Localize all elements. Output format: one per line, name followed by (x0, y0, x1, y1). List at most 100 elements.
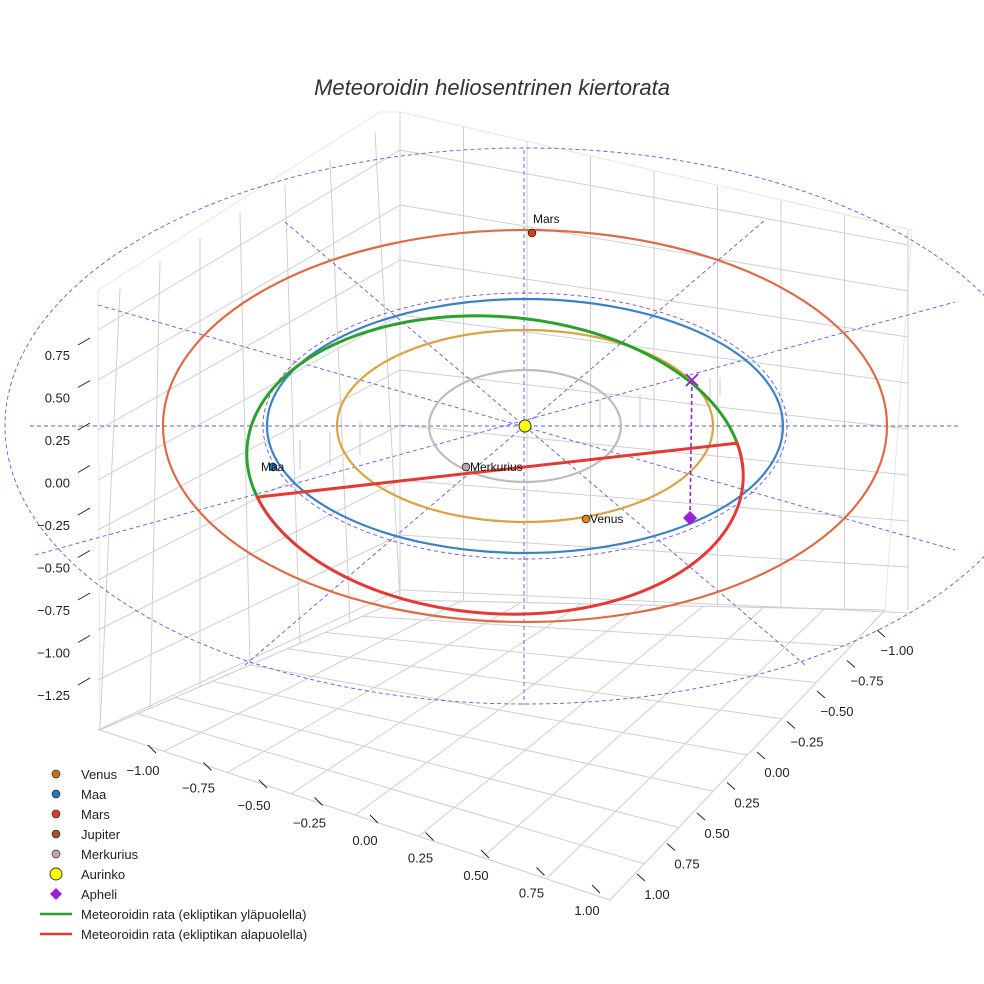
grid-line (329, 159, 351, 622)
body-label-merkurius: Merkurius (470, 460, 523, 474)
grid-line (284, 184, 301, 644)
orbit-stems (299, 378, 721, 470)
grid-line (287, 648, 782, 720)
body-merkurius (461, 462, 471, 472)
grid-line (99, 287, 121, 731)
y-tick-label: −0.75 (851, 674, 884, 689)
y-tick-mark (636, 873, 646, 882)
aphelion-projection-marker (685, 373, 699, 387)
grid-line (97, 149, 401, 331)
grid-line (97, 589, 401, 731)
body-label-venus: Venus (590, 512, 623, 526)
y-tick-label: 0.50 (704, 826, 729, 841)
x-tick-mark (258, 779, 268, 789)
legend-label: Mars (81, 807, 110, 822)
meteoroid-orbit (245, 314, 745, 616)
grid-line (324, 632, 817, 683)
z-tick-label: 0.75 (45, 348, 70, 363)
x-tick-label: 1.00 (574, 903, 599, 918)
grid-line (97, 534, 401, 681)
grid-line (97, 369, 401, 531)
ecliptic-grid-line (34, 301, 956, 556)
y-tick-mark (786, 721, 796, 729)
legend-marker (49, 867, 63, 881)
x-tick-mark (314, 797, 323, 806)
y-tick-label: 1.00 (644, 887, 669, 902)
x-tick-mark (425, 832, 434, 841)
grid-line (97, 259, 401, 431)
legend-marker (51, 809, 61, 819)
y-tick-mark (846, 660, 856, 668)
axis-ticks: 0.750.500.250.00−0.25−0.50−0.75−1.00−1.2… (37, 337, 914, 918)
ecliptic-circle-outer (4, 147, 984, 705)
z-tick-label: −0.75 (37, 603, 70, 618)
y-tick-mark (726, 782, 736, 790)
grid-line (97, 479, 401, 631)
grid-line (609, 609, 886, 901)
legend-label: Apheli (81, 887, 117, 902)
z-tick-mark (77, 380, 91, 388)
grid-line (545, 608, 825, 880)
z-tick-mark (77, 635, 91, 643)
y-tick-label: 0.00 (764, 765, 789, 780)
x-tick-label: −0.75 (182, 781, 215, 796)
z-tick-mark (77, 507, 91, 516)
z-tick-label: −0.25 (37, 518, 70, 533)
z-tick-label: −1.00 (37, 646, 70, 661)
legend-label: Maa (81, 787, 107, 802)
x-tick-mark (480, 849, 490, 859)
legend-marker (51, 829, 61, 839)
legend: Venus Maa Mars Jupiter Merkurius Aurinko Aphel… (40, 767, 307, 942)
z-tick-mark (77, 550, 91, 558)
grid-line (482, 607, 765, 858)
grid-lines (97, 112, 909, 901)
x-tick-label: 0.00 (352, 833, 377, 848)
legend-marker (51, 849, 61, 859)
z-tick-mark (77, 465, 91, 473)
grid-line (149, 261, 161, 709)
grid-line (97, 314, 401, 481)
x-tick-label: −1.00 (127, 763, 160, 778)
sun-marker (518, 419, 532, 433)
grid-line (374, 131, 401, 601)
y-tick-mark (666, 843, 676, 851)
legend-label: Aurinko (81, 867, 125, 882)
y-tick-label: −0.25 (791, 735, 824, 750)
orbit-maa (265, 297, 785, 555)
orbit-merkurius (427, 368, 623, 484)
planet-orbits (161, 228, 889, 624)
y-tick-label: −1.00 (881, 643, 914, 658)
x-tick-mark (536, 867, 545, 876)
bodies: Mars Maa Venus Merkurius (261, 212, 623, 526)
y-tick-label: 0.75 (674, 857, 699, 872)
y-tick-label: 0.25 (734, 796, 759, 811)
y-tick-mark (876, 629, 886, 638)
grid-line (97, 204, 401, 381)
grid-line (418, 605, 704, 837)
z-tick-mark (77, 337, 91, 346)
x-tick-mark (369, 814, 379, 824)
legend-label: Merkurius (81, 847, 139, 862)
z-tick-label: −1.25 (37, 688, 70, 703)
y-tick-mark (756, 751, 766, 760)
y-tick-mark (816, 690, 826, 699)
legend-label: Meteoroidin rata (ekliptikan alapuolella… (81, 927, 307, 942)
z-tick-mark (77, 677, 91, 686)
y-tick-mark (696, 812, 706, 821)
z-tick-label: 0.00 (45, 476, 70, 491)
z-tick-label: 0.25 (45, 433, 70, 448)
y-tick-label: −0.50 (821, 704, 854, 719)
orbit-mars (161, 228, 889, 624)
x-tick-label: −0.25 (293, 816, 326, 831)
orbit-venus (335, 328, 715, 524)
body-venus (581, 514, 591, 524)
x-tick-label: 0.75 (519, 886, 544, 901)
legend-label: Jupiter (81, 827, 121, 842)
body-label-mars: Mars (533, 212, 560, 226)
x-tick-label: 0.50 (463, 868, 488, 883)
box-panes (97, 111, 913, 901)
x-tick-mark (147, 744, 157, 754)
x-tick-mark (591, 884, 601, 894)
z-tick-label: −0.50 (37, 561, 70, 576)
aphelion-drop-line (689, 379, 693, 519)
